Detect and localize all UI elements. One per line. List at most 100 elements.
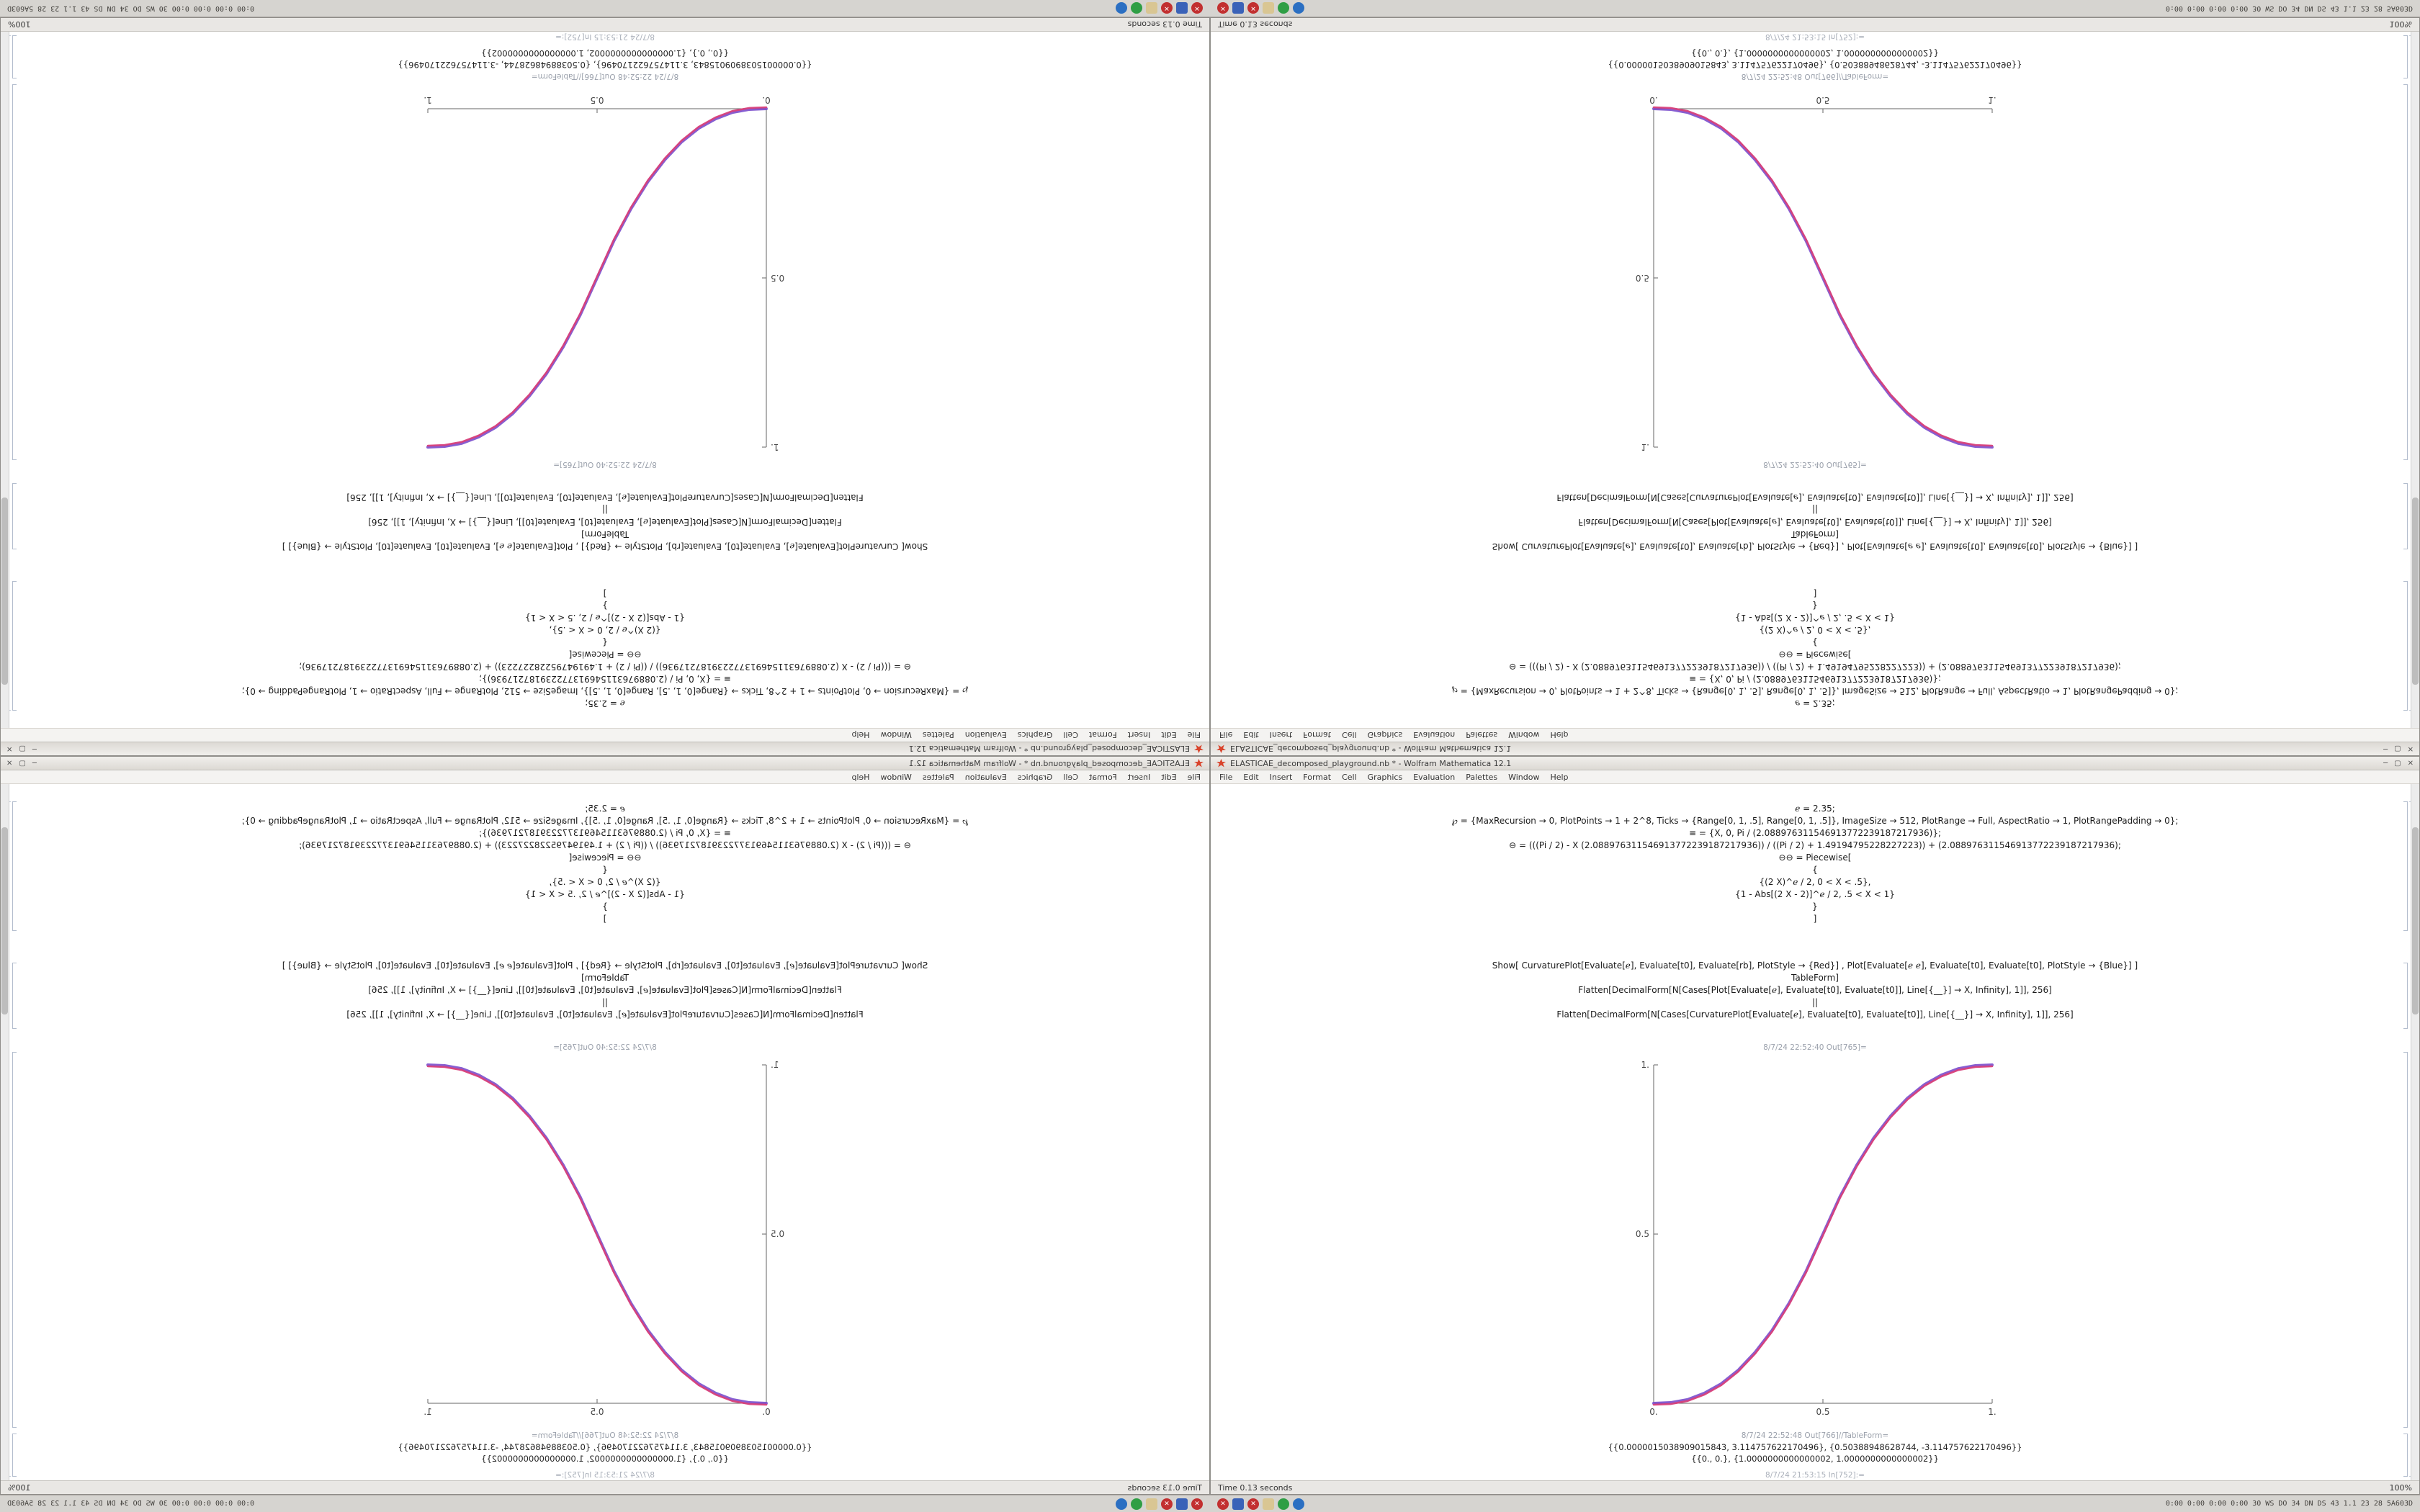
menu-palettes[interactable]: Palettes (1466, 772, 1498, 782)
input-cell-show[interactable]: Show[ CurvaturePlot[Evaluate[ℯ], Evaluat… (1211, 960, 2419, 1021)
vertical-scrollbar[interactable] (1, 32, 9, 728)
code-line[interactable]: || (1811, 505, 1819, 515)
code-line[interactable]: ≡ = {X, 0, Pi / (2.088976311546913772239… (1689, 674, 1941, 684)
menu-edit[interactable]: Edit (1161, 730, 1177, 740)
menu-cell[interactable]: Cell (1342, 772, 1357, 782)
tray-icon-close-red[interactable]: ✕ (1217, 1498, 1229, 1510)
menu-graphics[interactable]: Graphics (1017, 772, 1053, 782)
menu-insert[interactable]: Insert (1127, 772, 1151, 782)
maximize-button[interactable]: ▢ (19, 759, 26, 768)
cell-bracket[interactable] (2403, 1434, 2408, 1477)
code-line[interactable]: { (1812, 637, 1818, 647)
maximize-button[interactable]: ▢ (2394, 759, 2401, 768)
minimize-button[interactable]: ─ (32, 744, 37, 753)
code-line[interactable]: { (1812, 865, 1818, 875)
code-line[interactable]: {1 - Abs[(2 X - 2)]^ℯ / 2, .5 < X < 1} (1735, 613, 1895, 623)
menu-format[interactable]: Format (1088, 772, 1117, 782)
code-line[interactable]: ⊖ = (((Pi / 2) - X (2.088976311546913772… (1509, 662, 2121, 672)
code-line[interactable]: TableForm] (581, 529, 629, 539)
code-line[interactable]: ] (1813, 588, 1817, 598)
code-line[interactable]: Show[ CurvaturePlot[Evaluate[ℯ], Evaluat… (1492, 541, 2138, 552)
code-line[interactable]: ℯ = 2.35; (1795, 804, 1835, 814)
code-line[interactable]: {1 - Abs[(2 X - 2)]^ℯ / 2, .5 < X < 1} (1735, 889, 1895, 899)
cell-bracket[interactable] (2403, 581, 2408, 711)
tray-icon-close-red[interactable]: ✕ (1217, 2, 1229, 14)
code-line[interactable]: Flatten[DecimalForm[N[Cases[Plot[Evaluat… (368, 985, 842, 995)
cell-bracket[interactable] (12, 801, 17, 931)
code-line[interactable]: Flatten[DecimalForm[N[Cases[Plot[Evaluat… (1578, 517, 2052, 527)
titlebar[interactable]: ELASTICAE_decomposed_playground.nb * - W… (1211, 757, 2419, 770)
cell-bracket[interactable] (2403, 84, 2408, 460)
cell-bracket[interactable] (12, 1052, 17, 1428)
scrollbar-thumb[interactable] (2412, 827, 2419, 1014)
menu-evaluation[interactable]: Evaluation (964, 730, 1007, 740)
menu-window[interactable]: Window (1508, 730, 1540, 740)
status-zoom[interactable]: 100% (8, 1482, 31, 1493)
notebook-content[interactable]: ℯ = 2.35; ℘ = {MaxRecursion → 0, PlotPoin… (1, 32, 1209, 728)
tray-icon-close-red[interactable]: ✕ (1191, 2, 1203, 14)
menu-file[interactable]: File (1219, 772, 1233, 782)
close-button[interactable]: ✕ (6, 744, 13, 753)
vertical-scrollbar[interactable] (2411, 32, 2419, 728)
menu-format[interactable]: Format (1303, 730, 1332, 740)
menu-cell[interactable]: Cell (1342, 730, 1357, 740)
menu-palettes[interactable]: Palettes (1466, 730, 1498, 740)
menu-edit[interactable]: Edit (1243, 730, 1259, 740)
status-zoom[interactable]: 100% (2389, 19, 2412, 30)
titlebar[interactable]: ELASTICAE_decomposed_playground.nb * - W… (1, 742, 1209, 755)
code-line[interactable]: } (602, 600, 608, 611)
tray-icon-app-tan[interactable] (1263, 1498, 1274, 1510)
code-line[interactable]: ℘ = {MaxRecursion → 0, PlotPoints → 1 + … (241, 816, 969, 826)
code-line[interactable]: ℘ = {MaxRecursion → 0, PlotPoints → 1 + … (1451, 686, 2179, 696)
code-line[interactable]: ] (603, 588, 607, 598)
scrollbar-thumb[interactable] (1, 498, 8, 685)
tray-icon-close-red[interactable]: ✕ (1191, 1498, 1203, 1510)
code-line[interactable]: || (601, 997, 609, 1007)
code-line[interactable]: TableForm] (581, 973, 629, 983)
menu-insert[interactable]: Insert (1269, 730, 1293, 740)
tray-icon-app-green[interactable] (1278, 1498, 1289, 1510)
tray-icon-close-red-2[interactable]: ✕ (1161, 2, 1173, 14)
notebook-content[interactable]: ℯ = 2.35; ℘ = {MaxRecursion → 0, PlotPoin… (1211, 784, 2419, 1480)
maximize-button[interactable]: ▢ (19, 744, 26, 753)
code-line[interactable]: ≡ = {X, 0, Pi / (2.088976311546913772239… (1689, 828, 1941, 838)
code-line[interactable]: Flatten[DecimalForm[N[Cases[CurvaturePlo… (1556, 1009, 2074, 1020)
tray-icon-app-navy[interactable] (1116, 2, 1127, 14)
menu-cell[interactable]: Cell (1063, 772, 1078, 782)
cell-bracket[interactable] (2403, 483, 2408, 549)
code-line[interactable]: ⊖ = (((Pi / 2) - X (2.088976311546913772… (1509, 840, 2121, 850)
tray-icon-app-navy[interactable] (1293, 2, 1304, 14)
cell-bracket[interactable] (12, 581, 17, 711)
menu-insert[interactable]: Insert (1127, 730, 1151, 740)
cell-bracket[interactable] (12, 84, 17, 460)
tray-icon-app-green[interactable] (1131, 1498, 1142, 1510)
status-zoom[interactable]: 100% (2389, 1482, 2412, 1493)
code-line[interactable]: Flatten[DecimalForm[N[Cases[CurvaturePlo… (346, 492, 864, 503)
code-line[interactable]: Flatten[DecimalForm[N[Cases[Plot[Evaluat… (368, 517, 842, 527)
code-line[interactable]: {(2 X)^ℯ / 2, 0 < X < .5}, (549, 877, 661, 887)
minimize-button[interactable]: ─ (2383, 744, 2388, 753)
tray-icon-app-tan[interactable] (1263, 2, 1274, 14)
notebook-content[interactable]: ℯ = 2.35; ℘ = {MaxRecursion → 0, PlotPoin… (1, 784, 1209, 1480)
code-line[interactable]: ⊖ = (((Pi / 2) - X (2.088976311546913772… (299, 662, 911, 672)
code-line[interactable]: { (602, 865, 608, 875)
code-line[interactable]: ⊖⊖ = Piecewise[ (568, 649, 642, 660)
code-line[interactable]: || (601, 505, 609, 515)
code-line[interactable]: || (1811, 997, 1819, 1007)
tray-icon-app-green[interactable] (1131, 2, 1142, 14)
menu-insert[interactable]: Insert (1269, 772, 1293, 782)
input-cell-definitions[interactable]: ℯ = 2.35; ℘ = {MaxRecursion → 0, PlotPoin… (1, 803, 1209, 925)
notebook-content[interactable]: ℯ = 2.35; ℘ = {MaxRecursion → 0, PlotPoin… (1211, 32, 2419, 728)
code-line[interactable]: Flatten[DecimalForm[N[Cases[CurvaturePlo… (1556, 492, 2074, 503)
menu-cell[interactable]: Cell (1063, 730, 1078, 740)
menu-help[interactable]: Help (851, 730, 870, 740)
code-line[interactable]: Flatten[DecimalForm[N[Cases[CurvaturePlo… (346, 1009, 864, 1020)
status-zoom[interactable]: 100% (8, 19, 31, 30)
tray-icon-app-blue[interactable] (1232, 1498, 1244, 1510)
cell-bracket[interactable] (12, 35, 17, 78)
menu-help[interactable]: Help (1550, 730, 1569, 740)
menu-graphics[interactable]: Graphics (1367, 730, 1403, 740)
tray-icon-app-green[interactable] (1278, 2, 1289, 14)
maximize-button[interactable]: ▢ (2394, 744, 2401, 753)
code-line[interactable]: TableForm] (1791, 529, 1839, 539)
